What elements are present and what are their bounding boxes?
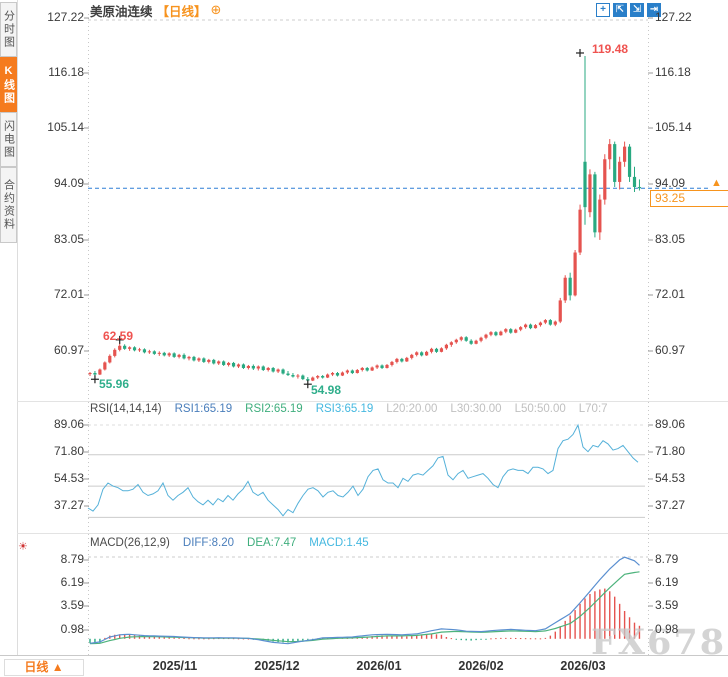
- axis-label: 3.59: [655, 598, 679, 612]
- sidebar-tab-lightning-chart[interactable]: 闪电图: [0, 112, 17, 167]
- axis-label: 60.97: [655, 343, 686, 357]
- x-axis-date-label: 2025/11: [152, 659, 198, 673]
- axis-label: 54.53: [53, 471, 84, 485]
- spike-high-label: 119.48: [592, 42, 629, 56]
- axis-label: 94.09: [655, 176, 686, 190]
- period-label: 日线: [24, 660, 49, 674]
- axis-label: 127.22: [655, 10, 692, 24]
- axis-label: 6.19: [655, 575, 679, 589]
- axis-label: 60.97: [53, 343, 84, 357]
- last-price-arrow-icon: ▲: [711, 177, 722, 189]
- sidebar-tab-kline-chart[interactable]: K线图: [0, 57, 17, 112]
- low-mid-label: 54.98: [311, 383, 342, 397]
- bottom-bar: 日线 ▲ 2025/11 2025/12 2026/01 2026/02 2026/03: [0, 655, 728, 677]
- indicator-settings-icon[interactable]: ☀: [18, 541, 28, 553]
- rsi-name: RSI(14,14,14): [90, 403, 162, 415]
- axis-label: 37.27: [655, 498, 686, 512]
- axis-label: 6.19: [60, 575, 84, 589]
- axis-label: 8.79: [655, 552, 679, 566]
- zoom-chart-icon[interactable]: ⇱: [613, 3, 627, 17]
- x-axis-date-label: 2025/12: [254, 659, 300, 673]
- axis-label: 83.05: [53, 232, 84, 246]
- rsi1-value: RSI1:65.19: [174, 403, 233, 415]
- chart-titlebar: 美原油连续 【日线】 ⊕: [90, 2, 222, 19]
- axis-label: 105.14: [655, 120, 692, 134]
- axis-label: 83.05: [655, 232, 686, 246]
- add-compare-icon[interactable]: ⊕: [210, 2, 222, 17]
- sidebar-tab-time-chart[interactable]: 分时图: [0, 2, 17, 57]
- axis-label: 89.06: [655, 417, 686, 431]
- symbol-title: 美原油连续: [90, 4, 153, 19]
- axis-label: 72.01: [53, 287, 84, 301]
- axis-label: 71.80: [655, 444, 686, 458]
- sidebar: 分时图 K线图 闪电图 合约资料: [0, 0, 18, 655]
- export-icon[interactable]: ⇥: [647, 3, 661, 17]
- x-axis-date-label: 2026/02: [458, 659, 504, 673]
- axis-label: 89.06: [53, 417, 84, 431]
- rsi-l70: L70:7: [578, 403, 608, 415]
- axis-label: 37.27: [53, 498, 84, 512]
- macd-header: MACD(26,12,9) DIFF:8.20 DEA:7.47 MACD:1.…: [90, 537, 369, 549]
- axis-label: 116.18: [655, 65, 691, 79]
- axis-label: 0.98: [655, 622, 679, 636]
- axis-label: 127.22: [47, 10, 84, 24]
- sidebar-tab-contract-info[interactable]: 合约资料: [0, 167, 17, 243]
- period-selector[interactable]: 日线 ▲: [4, 659, 84, 676]
- macd-value: MACD:1.45: [309, 537, 369, 549]
- crosshair-icon[interactable]: +: [596, 3, 610, 17]
- macd-name: MACD(26,12,9): [90, 537, 170, 549]
- axis-label: 54.53: [655, 471, 686, 485]
- axis-label: 8.79: [60, 552, 84, 566]
- chart-toolbar: + ⇱ ⇲ ⇥: [596, 3, 661, 17]
- axis-label: 3.59: [60, 598, 84, 612]
- rsi-l30: L30:30.00: [450, 403, 502, 415]
- axis-label: 116.18: [48, 65, 84, 79]
- swing-high-label: 62.59: [103, 329, 134, 343]
- axis-label: 71.80: [53, 444, 84, 458]
- period-tag: 【日线】: [156, 4, 207, 19]
- axis-label: 72.01: [655, 287, 686, 301]
- zoom-time-icon[interactable]: ⇲: [630, 3, 644, 17]
- macd-dea-value: DEA:7.47: [247, 537, 297, 549]
- rsi-header: RSI(14,14,14) RSI1:65.19 RSI2:65.19 RSI3…: [90, 403, 608, 415]
- rsi2-value: RSI2:65.19: [245, 403, 303, 415]
- x-axis-date-label: 2026/03: [560, 659, 606, 673]
- axis-label: 0.98: [60, 622, 84, 636]
- macd-diff-value: DIFF:8.20: [182, 537, 235, 549]
- x-axis-date-label: 2026/01: [356, 659, 402, 673]
- rsi3-value: RSI3:65.19: [315, 403, 374, 415]
- low-start-label: 55.96: [99, 377, 130, 391]
- rsi-l50: L50:50.00: [514, 403, 566, 415]
- axis-label: 94.09: [53, 176, 84, 190]
- last-price-badge: 93.25: [650, 190, 728, 207]
- period-dropdown-arrow-icon: ▲: [51, 660, 64, 674]
- axis-label: 105.14: [47, 120, 84, 134]
- rsi-l20: L20:20.00: [386, 403, 438, 415]
